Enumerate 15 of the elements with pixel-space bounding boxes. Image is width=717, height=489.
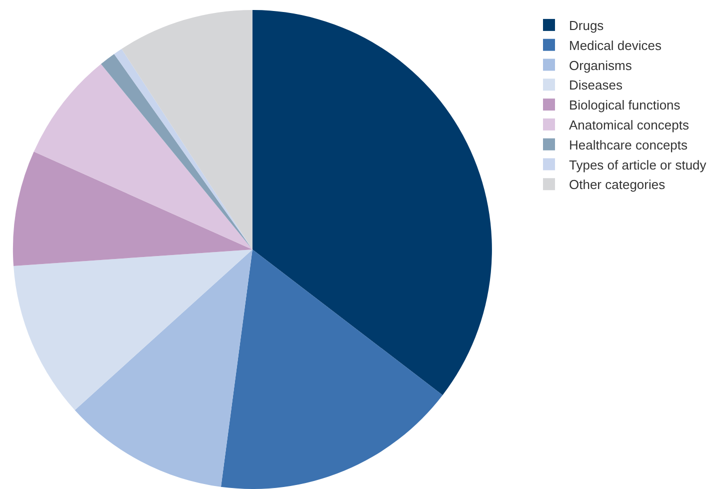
legend-label: Medical devices (569, 38, 662, 53)
pie-slice (220, 250, 443, 489)
legend-label: Other categories (569, 177, 666, 192)
pie-slice (252, 10, 492, 396)
pie-slice (122, 10, 252, 250)
legend-label: Organisms (569, 58, 632, 73)
legend-label: Drugs (569, 18, 604, 34)
legend-label: Types of article or study (569, 157, 707, 172)
legend-label: Biological functions (569, 98, 681, 113)
legend-label: Anatomical concepts (569, 118, 690, 133)
pie-slice (13, 152, 252, 266)
legend-label: Healthcare concepts (569, 137, 688, 152)
pie-slice (34, 64, 252, 250)
pie-slice (74, 250, 252, 487)
legend-label: Diseases (569, 78, 623, 93)
